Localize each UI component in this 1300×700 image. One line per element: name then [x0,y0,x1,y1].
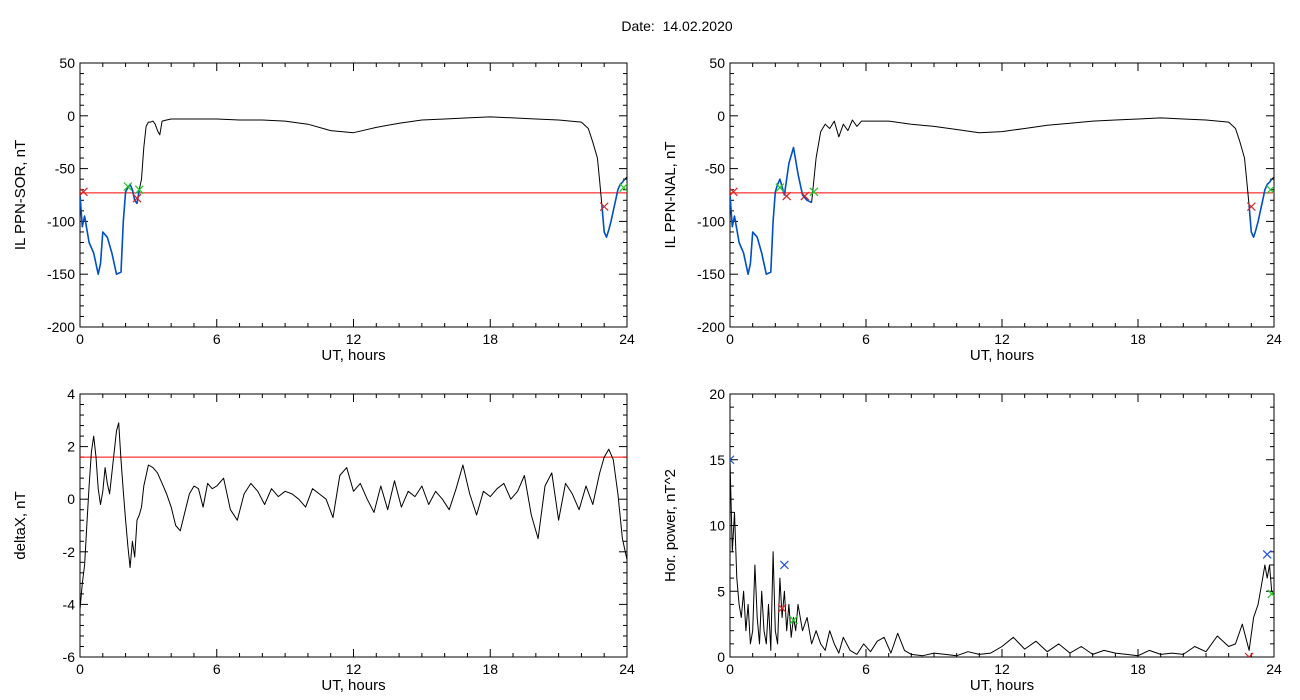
x-tick-label: 18 [1130,661,1146,677]
x-tick-label: 0 [76,661,84,677]
y-tick-label: -150 [47,266,75,282]
red-cross-marker [1244,652,1254,657]
x-tick-label: 24 [1266,331,1282,347]
plot-frame [729,393,1275,658]
y-tick-label: 0 [67,491,75,507]
x-tick-label: 24 [619,661,635,677]
y-tick-label: -200 [47,319,75,335]
blue-cross-marker [779,560,789,570]
green-cross-marker [809,187,819,197]
x-tick-label: 6 [213,331,221,347]
x-axis-label: UT, hours [321,677,385,694]
x-tick-label: 0 [726,661,734,677]
plot-area [730,455,1274,657]
y-tick-label: 5 [717,583,725,599]
plot-area [80,422,627,610]
x-tick-label: 24 [619,331,635,347]
red-cross-marker [599,202,609,212]
y-tick-label: -4 [63,596,76,612]
green-cross-marker [1266,185,1274,195]
highlight-segment [80,183,141,276]
x-tick-label: 12 [346,331,362,347]
y-tick-label: 0 [717,108,725,124]
chart-panel-1: 0 6 12 18 24 -200 -150 -100 -50 0 50 UT, hours IL PP… [12,55,635,364]
green-cross-marker [775,183,785,193]
x-axis-label: UT, hours [321,347,385,364]
y-axis-label: IL PPN-SOR, nT [12,140,29,250]
x-tick-label: 18 [1130,331,1146,347]
y-tick-label: -100 [697,213,725,229]
data-trace [80,116,627,275]
x-tick-label: 12 [346,661,362,677]
date-label: Date: [621,18,655,34]
y-tick-label: -50 [705,161,725,177]
x-tick-label: 12 [994,661,1010,677]
y-tick-label: -50 [55,161,75,177]
x-tick-label: 24 [1266,661,1282,677]
y-tick-label: 0 [67,108,75,124]
plot-area [730,117,1274,276]
x-tick-label: 18 [482,331,498,347]
y-tick-label: 15 [709,452,725,468]
chart-panel-2: 0 6 12 18 24 -200 -150 -100 -50 0 50 UT, hours IL PP… [662,55,1282,364]
blue-cross-marker [730,455,735,465]
x-tick-label: 6 [862,661,870,677]
plot-frame [729,62,1275,328]
highlight-segment [601,178,626,238]
data-trace [80,422,627,610]
highlight-segment [730,146,812,276]
y-tick-label: 50 [59,55,75,71]
green-cross-marker [1267,589,1274,599]
x-tick-label: 6 [862,331,870,347]
y-axis-label: IL PPN-NAL, nT [662,142,679,249]
green-cross-marker [619,183,627,193]
highlight-segment [1248,178,1273,238]
chart-date-title: Date: 14.02.2020 [0,18,1300,34]
y-tick-label: 20 [709,386,725,402]
data-trace [730,459,1274,657]
x-tick-label: 0 [726,331,734,347]
red-cross-marker [777,603,787,613]
blue-cross-marker [1262,550,1272,559]
plot-frame [79,62,628,328]
y-tick-label: 10 [709,518,725,534]
y-tick-label: -100 [47,213,75,229]
y-tick-label: -150 [697,266,725,282]
y-tick-label: 0 [717,649,725,665]
plot-area [80,116,627,276]
x-axis-label: UT, hours [970,347,1034,364]
y-tick-label: -6 [63,649,76,665]
x-tick-label: 0 [76,331,84,347]
red-cross-marker [80,187,88,197]
x-tick-label: 6 [213,661,221,677]
green-cross-marker [789,615,798,625]
red-cross-marker [1246,202,1256,212]
x-tick-label: 12 [994,331,1010,347]
y-axis-label: deltaX, nT [12,491,29,559]
green-cross-marker [123,182,133,191]
y-tick-label: 4 [67,386,75,402]
red-cross-marker [730,187,738,197]
date-value: 14.02.2020 [662,18,733,34]
y-tick-label: -200 [697,319,725,335]
data-trace [730,117,1274,275]
red-cross-marker [782,191,792,201]
red-cross-marker [132,193,142,203]
chart-panel-4: 0 6 12 18 24 0 5 10 15 20 UT, hours Hor. power, nT^… [662,386,1282,694]
x-tick-label: 18 [482,661,498,677]
y-tick-label: -2 [63,544,76,560]
y-tick-label: 2 [67,439,75,455]
y-tick-label: 50 [709,55,725,71]
x-axis-label: UT, hours [970,677,1034,694]
red-cross-marker [800,191,810,201]
green-cross-marker [134,185,144,195]
y-axis-label: Hor. power, nT^2 [662,469,679,582]
plot-frame [79,393,628,658]
